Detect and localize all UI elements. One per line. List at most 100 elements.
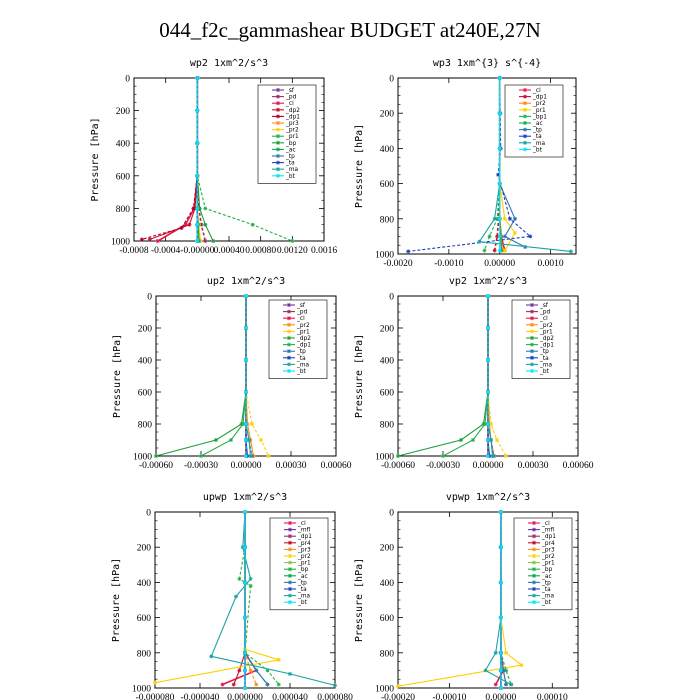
y-tick-label: 600 xyxy=(137,614,152,624)
legend-marker xyxy=(288,560,292,565)
series-point-ma xyxy=(492,216,497,221)
legend-label: _pd xyxy=(285,95,297,101)
x-tick-label: 0.00060 xyxy=(321,461,352,471)
y-axis-label: Pressure [hPa] xyxy=(354,334,365,418)
legend-label: _bp1 xyxy=(532,114,547,120)
series-point-bp1 xyxy=(495,216,500,221)
series-point-dp1 xyxy=(492,248,497,253)
y-tick-label: 1000 xyxy=(375,685,394,695)
series-point-dp1 xyxy=(199,454,203,458)
series-point-bt xyxy=(244,294,248,298)
y-tick-label: 0 xyxy=(146,509,151,519)
legend-marker xyxy=(532,554,536,558)
series-point-bt xyxy=(497,234,502,239)
legend-marker xyxy=(523,140,527,145)
chart-title: wp3 1xm^{3} s^{-4} xyxy=(433,58,541,69)
series-point-dp1 xyxy=(241,422,245,426)
series-point-bt xyxy=(486,326,490,330)
series-line-pr2 xyxy=(397,512,523,687)
series-point-pr1 xyxy=(290,239,295,243)
legend-label: _pr3 xyxy=(541,547,555,553)
series-point-ma xyxy=(483,668,488,673)
series-point-bt xyxy=(243,545,247,550)
legend-marker xyxy=(276,154,280,158)
legend-marker xyxy=(523,88,527,92)
chart-2: wp3 1xm^{3} s^{-4} Pressure [hPa] 0 200 400 6… xyxy=(354,58,577,269)
series-point-tp xyxy=(254,668,259,673)
legend-marker xyxy=(288,534,292,539)
y-tick-label: 400 xyxy=(380,579,395,589)
legend-marker xyxy=(523,147,527,152)
series-point-bt xyxy=(486,422,490,426)
legend-marker xyxy=(288,521,292,525)
legend-label: _pr1 xyxy=(532,108,546,114)
x-tick-label: -0.0020 xyxy=(383,259,413,269)
legend-marker xyxy=(287,349,291,354)
series-point-dp1 xyxy=(139,237,144,242)
legend-marker xyxy=(276,127,280,132)
legend-label: _pd xyxy=(539,310,551,316)
legend-label: _cl xyxy=(297,521,306,527)
series-point-bt xyxy=(486,358,490,362)
legend-marker xyxy=(530,349,534,354)
y-tick-label: 0 xyxy=(125,75,130,85)
legend-label: _ma xyxy=(539,362,553,368)
legend-marker xyxy=(288,547,292,552)
legend-label: _pr4 xyxy=(297,541,311,547)
legend-marker xyxy=(532,527,536,532)
series-point-ma xyxy=(477,239,482,244)
legend-marker xyxy=(530,329,534,334)
y-tick-label: 600 xyxy=(380,389,395,399)
series-point-bt xyxy=(244,326,248,330)
chart-title: up2 1xm^2/s^3 xyxy=(207,276,285,287)
y-tick-label: 1000 xyxy=(375,251,394,261)
legend-marker xyxy=(530,342,534,347)
series-point-ma xyxy=(333,683,337,688)
series-point-bp1 xyxy=(487,234,492,239)
y-tick-label: 200 xyxy=(380,110,395,120)
legend-box xyxy=(268,299,328,379)
legend-label: _ac xyxy=(285,147,296,153)
series-point-pr2 xyxy=(504,650,508,655)
y-axis-label: Pressure [hPa] xyxy=(90,117,101,201)
chart-1: wp2 1xm^2/s^3 Pressure [hPa] 0 200 400 600 800… xyxy=(90,58,337,256)
series-point-bt xyxy=(195,108,200,113)
legend-marker xyxy=(287,369,291,373)
series-point-ma xyxy=(288,671,292,676)
legend-marker xyxy=(532,567,536,572)
legend-label: _tp xyxy=(296,349,306,355)
legend-marker xyxy=(532,521,536,525)
series-point-tp xyxy=(504,682,508,687)
x-tick-label: -0.000080 xyxy=(136,693,175,700)
series-point-bp xyxy=(504,668,508,673)
y-tick-label: 1000 xyxy=(133,453,152,463)
x-tick-label: -0.00060 xyxy=(381,461,415,471)
series-point-bt xyxy=(498,668,503,673)
series-point-bt xyxy=(244,454,248,458)
legend-label: _ma xyxy=(532,141,546,147)
series-point-bp1 xyxy=(482,248,487,253)
x-tick-label: -0.00010 xyxy=(432,693,466,700)
series-point-bt xyxy=(497,216,502,221)
series-point-cl xyxy=(183,222,188,227)
legend-marker xyxy=(523,114,527,119)
series-point-bp xyxy=(211,239,216,243)
legend-marker xyxy=(523,107,527,112)
series-line-dp1 xyxy=(442,296,489,457)
legend-marker xyxy=(288,527,292,532)
legend-label: _ta xyxy=(297,587,307,593)
y-axis-label: Pressure [hPa] xyxy=(111,558,122,642)
series-point-bt xyxy=(497,76,502,80)
x-tick-label: 0.00000 xyxy=(485,693,516,700)
x-tick-label: -0.0010 xyxy=(434,259,464,269)
series-point-ma xyxy=(248,454,253,458)
y-tick-label: 400 xyxy=(137,579,152,589)
series-point-bt xyxy=(244,358,248,362)
legend-marker xyxy=(532,540,536,545)
series-point-ma xyxy=(234,594,238,599)
legend-label: _dp1 xyxy=(296,343,311,349)
legend-marker xyxy=(276,114,280,119)
x-tick-label: -0.00030 xyxy=(426,461,460,471)
legend-marker xyxy=(523,134,527,139)
